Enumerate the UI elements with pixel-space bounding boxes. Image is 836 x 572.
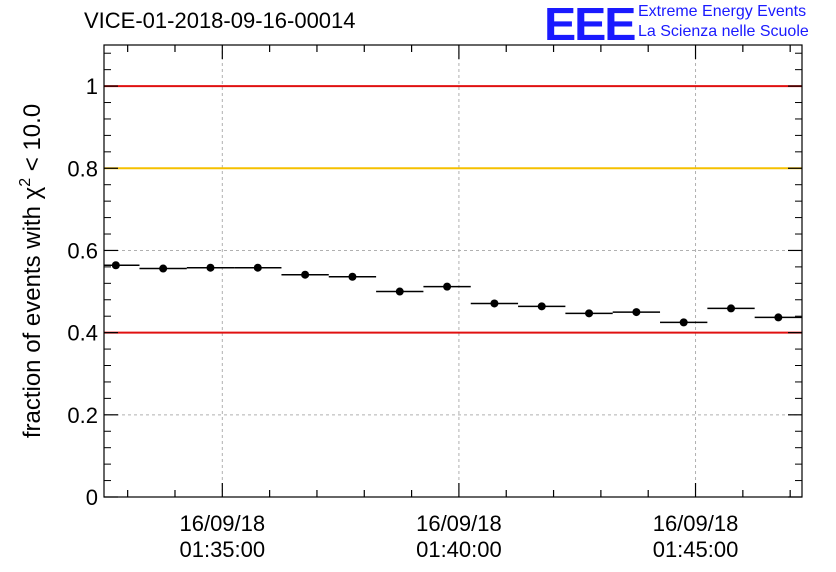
y-tick-label: 0.6 xyxy=(67,238,98,263)
logo-caption-line1: Extreme Energy Events xyxy=(638,3,807,20)
data-point xyxy=(585,309,594,318)
data-point xyxy=(301,270,310,279)
data-point xyxy=(490,299,499,308)
x-tick-label: 16/09/18 xyxy=(416,511,502,536)
y-tick-label: 0.2 xyxy=(67,403,98,428)
y-axis-label-prefix: fraction of events with xyxy=(19,199,46,438)
y-axis-label-suffix: < 10.0 xyxy=(19,104,46,178)
data-point xyxy=(111,261,120,270)
data-point xyxy=(632,308,641,317)
label-layer: 00.20.40.60.8116/09/1801:35:0016/09/1801… xyxy=(17,74,738,562)
data-point xyxy=(774,313,783,322)
x-tick-label: 01:40:00 xyxy=(416,537,502,562)
data-point xyxy=(348,272,357,281)
x-tick-label: 01:45:00 xyxy=(653,537,739,562)
y-tick-label: 0.8 xyxy=(67,156,98,181)
chart-title: VICE-01-2018-09-16-00014 xyxy=(84,8,356,33)
plot-frame xyxy=(103,44,803,498)
y-axis-label: fraction of events with χ2 < 10.0 xyxy=(17,104,46,438)
y-tick-label: 0.4 xyxy=(67,321,98,346)
data-point xyxy=(443,282,452,291)
data-point xyxy=(206,263,215,272)
data-layer xyxy=(104,261,802,327)
data-point xyxy=(537,302,546,311)
data-point xyxy=(727,304,736,313)
y-axis-label-chi: χ xyxy=(19,186,46,199)
y-tick-label: 0 xyxy=(86,485,98,510)
data-point xyxy=(395,287,404,296)
x-tick-label: 16/09/18 xyxy=(653,511,739,536)
eee-logo: EEE xyxy=(544,0,636,50)
reference-lines xyxy=(104,85,802,334)
y-axis-label-superscript: 2 xyxy=(17,178,34,187)
axis-layer xyxy=(103,44,803,498)
data-point xyxy=(253,263,262,272)
x-tick-label: 16/09/18 xyxy=(179,511,265,536)
x-tick-label: 01:35:00 xyxy=(179,537,265,562)
logo-caption-line2: La Scienza nelle Scuole xyxy=(638,23,809,40)
data-point xyxy=(159,264,168,273)
y-tick-label: 1 xyxy=(86,74,98,99)
data-point xyxy=(679,318,688,327)
